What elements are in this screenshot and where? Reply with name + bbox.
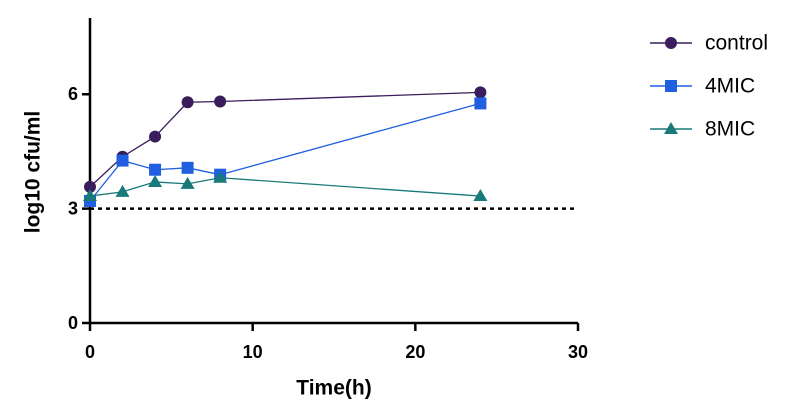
x-tick-label: 20 (405, 342, 425, 362)
data-point (181, 96, 194, 109)
series-line (89, 102, 481, 202)
legend-marker (665, 80, 677, 92)
data-point (149, 130, 162, 143)
data-point (116, 154, 129, 167)
x-tick-label: 10 (243, 342, 263, 362)
data-point (214, 95, 227, 108)
data-point (84, 180, 96, 193)
data-point (149, 163, 162, 176)
y-tick-label: 0 (68, 313, 78, 333)
data-point (148, 174, 163, 187)
x-tick-label: 30 (568, 342, 588, 362)
legend-label: control (705, 32, 768, 55)
y-tick-label: 3 (68, 198, 78, 218)
data-point (115, 184, 130, 197)
data-point (213, 170, 228, 183)
legend-marker (664, 122, 678, 134)
y-tick-label: 6 (68, 84, 78, 104)
x-axis-title: Time(h) (296, 377, 371, 400)
data-point (474, 86, 487, 99)
y-axis-title: log10 cfu/ml (22, 111, 45, 234)
series-line (89, 177, 481, 197)
legend-marker (665, 37, 677, 49)
data-point (473, 189, 488, 202)
data-point (83, 189, 97, 202)
legend-label: 4MIC (705, 75, 755, 98)
x-tick-label: 0 (85, 342, 95, 362)
data-point (180, 176, 195, 189)
legend-label: 8MIC (705, 118, 755, 141)
data-point (474, 97, 487, 110)
data-point (181, 161, 194, 174)
series-line (89, 91, 481, 188)
